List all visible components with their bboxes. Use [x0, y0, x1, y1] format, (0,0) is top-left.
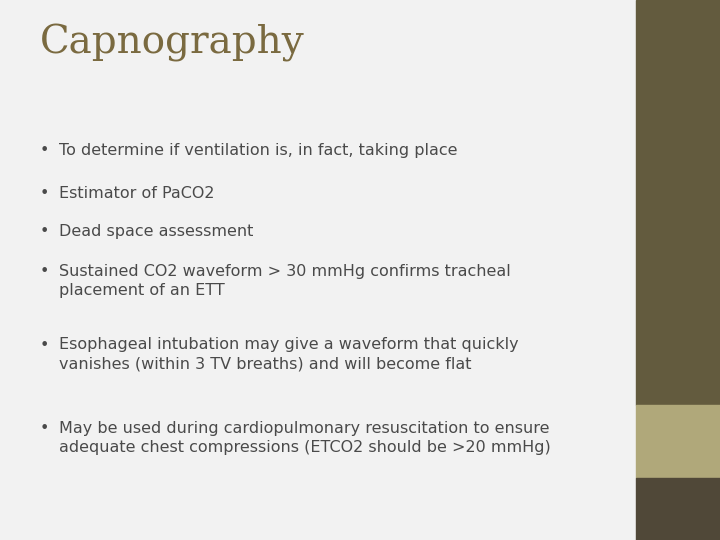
Text: Capnography: Capnography: [40, 24, 305, 62]
Text: To determine if ventilation is, in fact, taking place: To determine if ventilation is, in fact,…: [59, 143, 457, 158]
Text: •: •: [40, 224, 49, 239]
Text: Sustained CO2 waveform > 30 mmHg confirms tracheal
placement of an ETT: Sustained CO2 waveform > 30 mmHg confirm…: [59, 264, 510, 298]
Text: May be used during cardiopulmonary resuscitation to ensure
adequate chest compre: May be used during cardiopulmonary resus…: [59, 421, 551, 455]
Text: •: •: [40, 186, 49, 201]
Text: •: •: [40, 338, 49, 353]
Text: •: •: [40, 143, 49, 158]
Bar: [636, 0, 720, 405]
Text: Estimator of PaCO2: Estimator of PaCO2: [59, 186, 215, 201]
Text: Esophageal intubation may give a waveform that quickly
vanishes (within 3 TV bre: Esophageal intubation may give a wavefor…: [59, 338, 518, 372]
Bar: [636, 405, 720, 478]
Text: •: •: [40, 264, 49, 279]
Text: Dead space assessment: Dead space assessment: [59, 224, 253, 239]
Text: •: •: [40, 421, 49, 436]
Bar: [636, 478, 720, 540]
